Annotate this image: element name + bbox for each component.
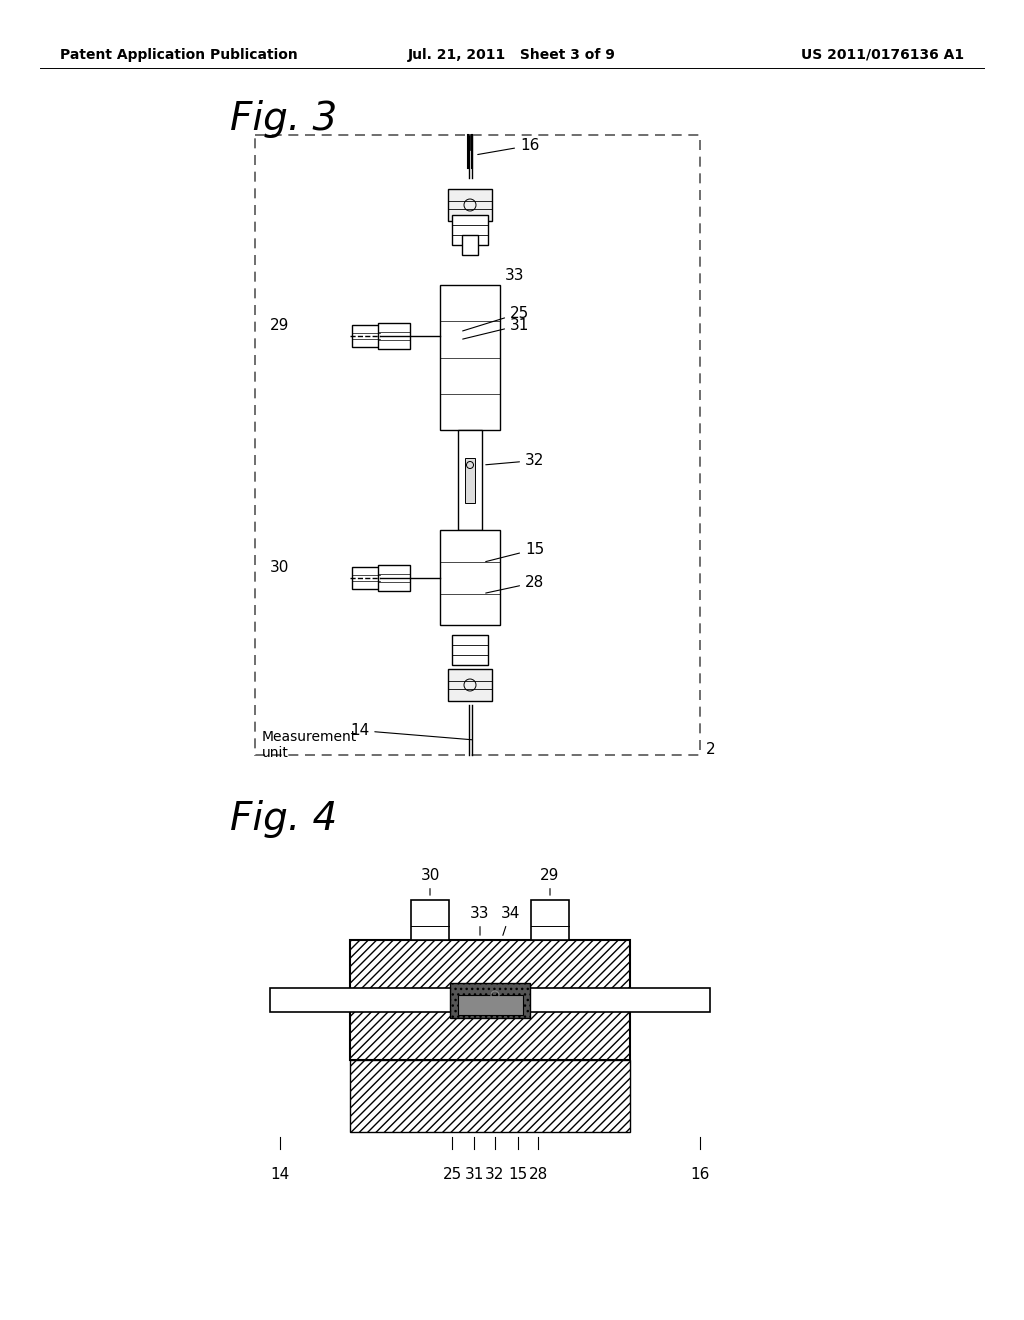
Bar bbox=[450, 982, 530, 1018]
Bar bbox=[378, 323, 410, 348]
Text: Patent Application Publication: Patent Application Publication bbox=[60, 48, 298, 62]
Text: 2: 2 bbox=[706, 742, 716, 758]
Bar bbox=[465, 458, 475, 503]
Text: Jul. 21, 2011   Sheet 3 of 9: Jul. 21, 2011 Sheet 3 of 9 bbox=[408, 48, 616, 62]
Text: Measurement
unit: Measurement unit bbox=[262, 730, 357, 760]
Text: 29: 29 bbox=[270, 318, 290, 333]
Bar bbox=[411, 900, 449, 940]
Text: 31: 31 bbox=[464, 1167, 483, 1181]
Text: 31: 31 bbox=[463, 318, 529, 339]
Bar bbox=[352, 566, 380, 589]
Bar bbox=[440, 531, 500, 624]
Bar bbox=[440, 285, 500, 430]
Text: 30: 30 bbox=[420, 869, 439, 895]
Text: 14: 14 bbox=[350, 723, 472, 739]
Text: 28: 28 bbox=[485, 576, 544, 593]
Text: 30: 30 bbox=[270, 560, 290, 574]
Bar bbox=[270, 987, 710, 1012]
Bar bbox=[452, 635, 488, 665]
Text: 28: 28 bbox=[528, 1167, 548, 1181]
Bar bbox=[458, 430, 482, 531]
Text: 15: 15 bbox=[485, 541, 544, 561]
Bar bbox=[462, 235, 478, 255]
Bar bbox=[458, 995, 522, 1015]
Text: 16: 16 bbox=[478, 139, 540, 154]
Bar bbox=[350, 940, 630, 1060]
Bar bbox=[531, 900, 569, 940]
Bar bbox=[449, 189, 492, 220]
Text: 32: 32 bbox=[485, 453, 545, 469]
Bar bbox=[350, 1060, 630, 1133]
Text: 15: 15 bbox=[508, 1167, 527, 1181]
Bar bbox=[449, 669, 492, 701]
Bar bbox=[352, 325, 380, 347]
Text: 25: 25 bbox=[463, 306, 529, 331]
Text: Fig. 3: Fig. 3 bbox=[230, 100, 337, 139]
Text: 34: 34 bbox=[501, 906, 520, 936]
Bar bbox=[378, 565, 410, 590]
Bar bbox=[452, 215, 488, 246]
Text: US 2011/0176136 A1: US 2011/0176136 A1 bbox=[801, 48, 964, 62]
Text: 32: 32 bbox=[485, 1167, 505, 1181]
Text: 25: 25 bbox=[442, 1167, 462, 1181]
Text: 29: 29 bbox=[541, 869, 560, 895]
Text: 16: 16 bbox=[690, 1167, 710, 1181]
Text: 14: 14 bbox=[270, 1167, 290, 1181]
Text: Fig. 4: Fig. 4 bbox=[230, 800, 337, 838]
Text: 33: 33 bbox=[505, 268, 524, 282]
Text: 33: 33 bbox=[470, 906, 489, 936]
